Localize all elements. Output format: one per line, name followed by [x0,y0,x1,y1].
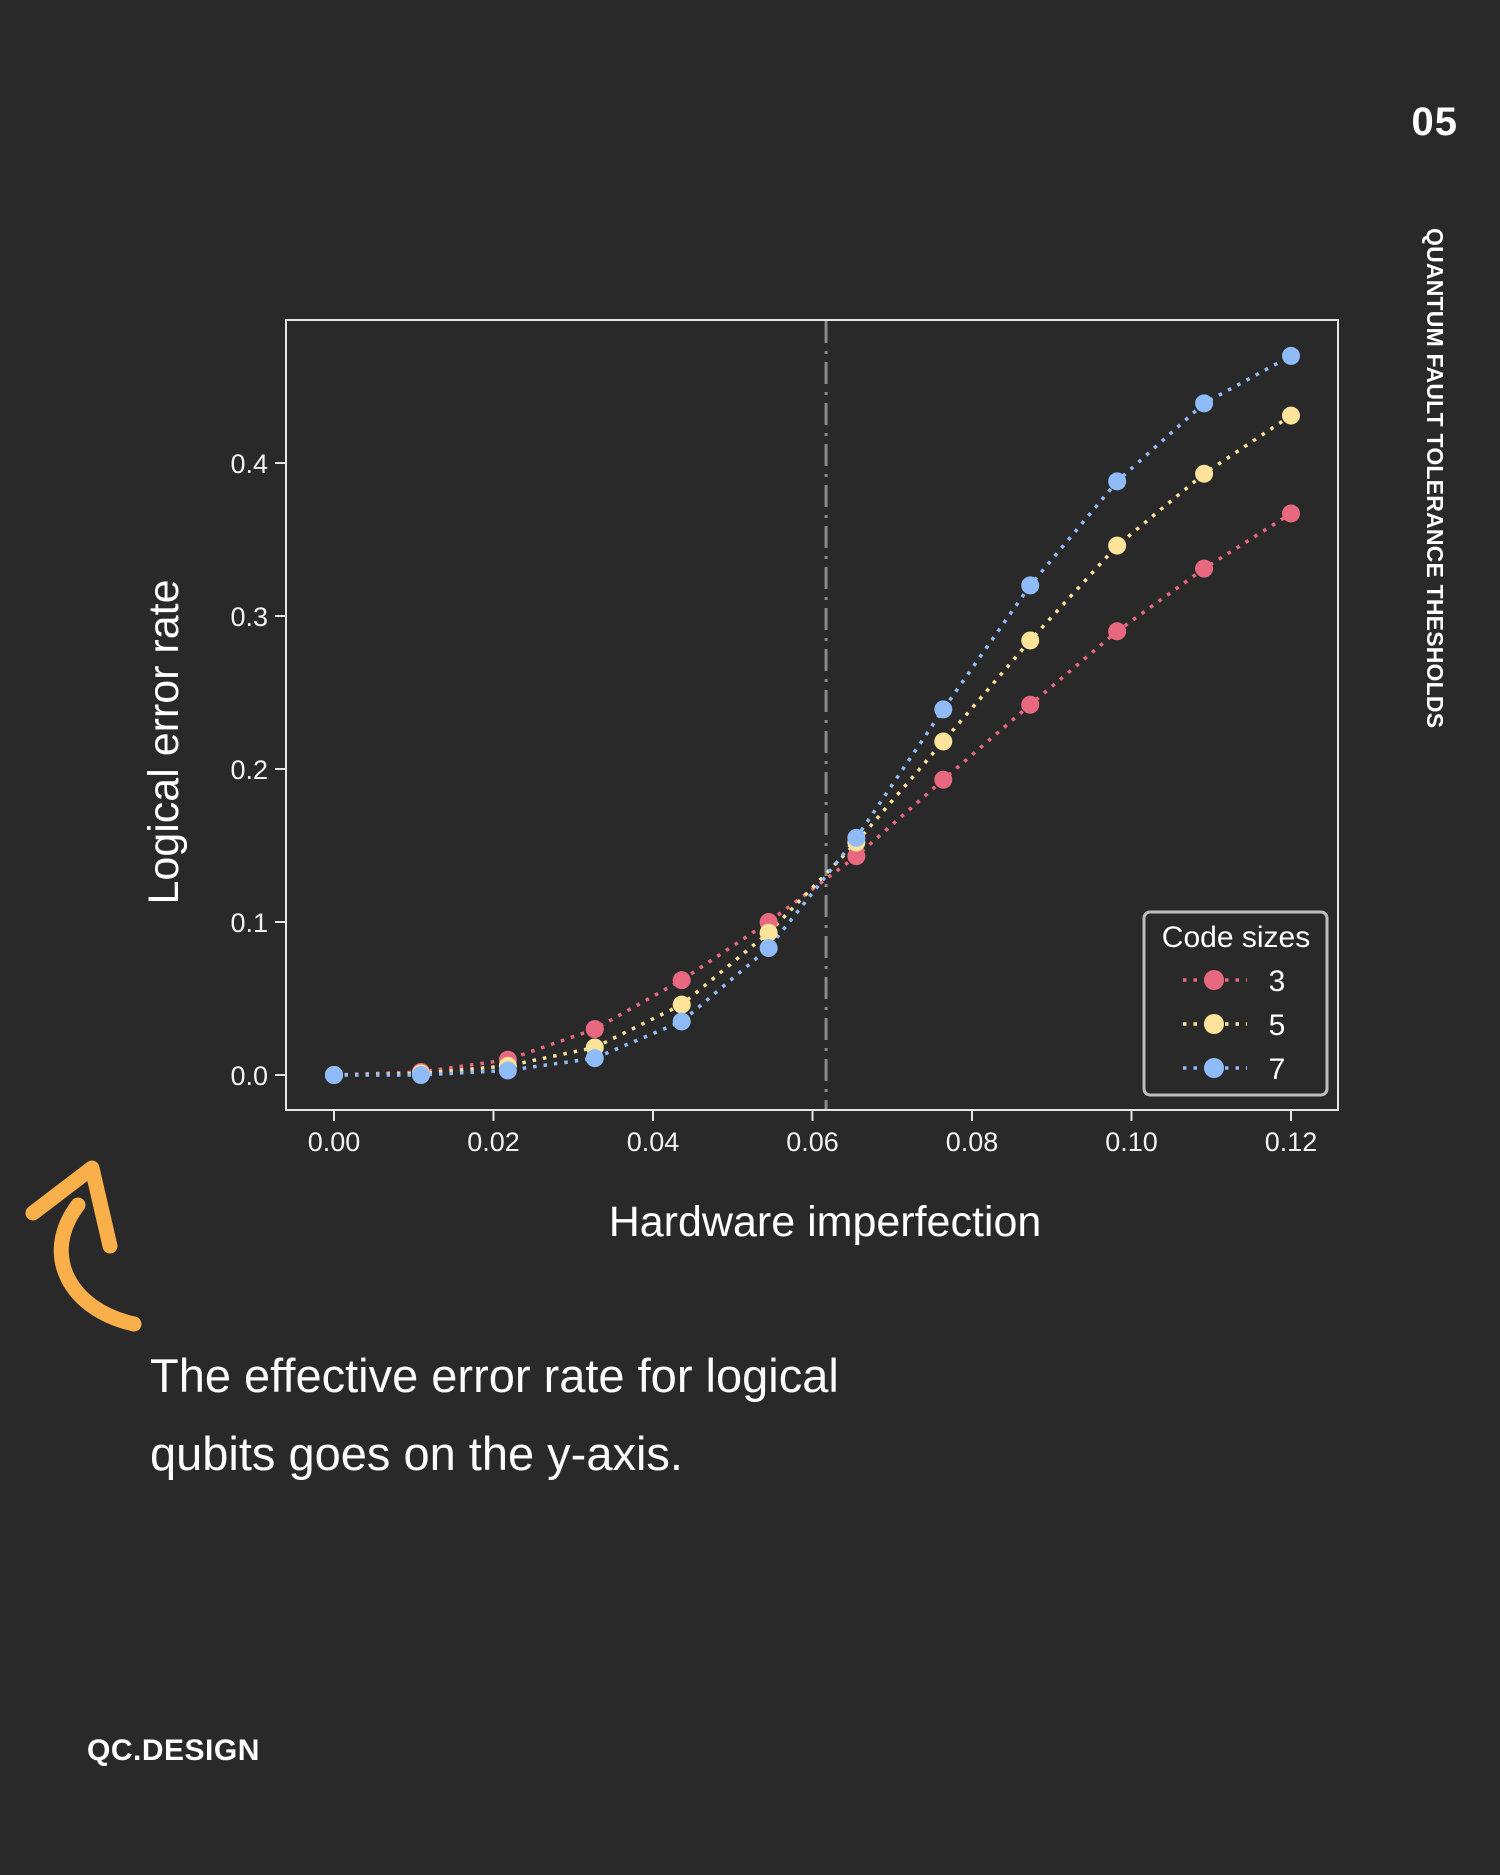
legend: Code sizes 3 5 7 [1142,910,1329,1097]
legend-marker [1204,970,1224,990]
legend-label: 5 [1269,1009,1286,1042]
y-tick-label: 0.1 [230,908,268,938]
data-series [325,346,1300,1084]
data-point [411,1066,430,1084]
data-point [672,971,691,990]
series-line-7 [334,354,1292,1077]
data-point [934,700,953,719]
x-tick-label: 0.06 [786,1127,839,1157]
data-point [934,770,953,789]
data-point [1108,622,1127,641]
caption-line-1: The effective error rate for logical [150,1349,839,1402]
data-point [759,939,778,958]
data-point [585,1020,604,1039]
x-axis-ticks: 0.00 0.02 0.04 0.06 0.08 0.10 0.12 [308,1110,1318,1157]
data-point [1021,576,1040,595]
data-point [672,995,691,1014]
data-point [1282,406,1300,425]
y-tick-label: 0.4 [230,449,268,479]
x-tick-label: 0.00 [308,1127,361,1157]
legend-marker [1204,1014,1224,1034]
legend-label: 7 [1269,1053,1286,1086]
y-tick-label: 0.0 [230,1061,268,1091]
data-point [585,1049,604,1068]
x-tick-label: 0.04 [627,1127,680,1157]
legend-title: Code sizes [1162,921,1310,954]
series-line-5 [333,414,1292,1077]
data-point [759,923,778,942]
data-point [1021,695,1040,714]
data-point [325,1066,343,1084]
series-line-3 [333,512,1292,1077]
data-point [1108,472,1127,491]
data-point [1195,394,1214,413]
data-point [498,1061,517,1080]
page-number: 05 [1411,100,1458,144]
y-axis-label: Logical error rate [140,579,188,904]
data-point [672,1012,691,1031]
x-tick-label: 0.02 [467,1127,520,1157]
data-point [847,828,866,847]
data-point [934,732,953,751]
caption: The effective error rate for logical qub… [150,1337,1050,1493]
data-point [1282,346,1300,365]
x-tick-label: 0.08 [946,1127,999,1157]
y-axis-ticks: 0.0 0.1 0.2 0.3 0.4 [230,449,286,1091]
data-point [1195,559,1214,578]
x-tick-label: 0.10 [1105,1127,1158,1157]
data-point [1195,464,1214,483]
x-axis-label: Hardware imperfection [609,1198,1042,1246]
data-point [1282,504,1300,523]
y-tick-label: 0.3 [230,602,268,632]
legend-marker [1204,1058,1224,1078]
caption-line-2: qubits goes on the y-axis. [150,1427,683,1480]
y-tick-label: 0.2 [230,755,268,785]
brand-logo: QC.DESIGN [87,1734,260,1767]
data-point [847,847,866,866]
legend-label: 3 [1269,965,1286,998]
data-point [1021,631,1040,650]
arrow-icon [25,1160,142,1332]
data-point [1108,536,1127,555]
x-tick-label: 0.12 [1265,1127,1318,1157]
